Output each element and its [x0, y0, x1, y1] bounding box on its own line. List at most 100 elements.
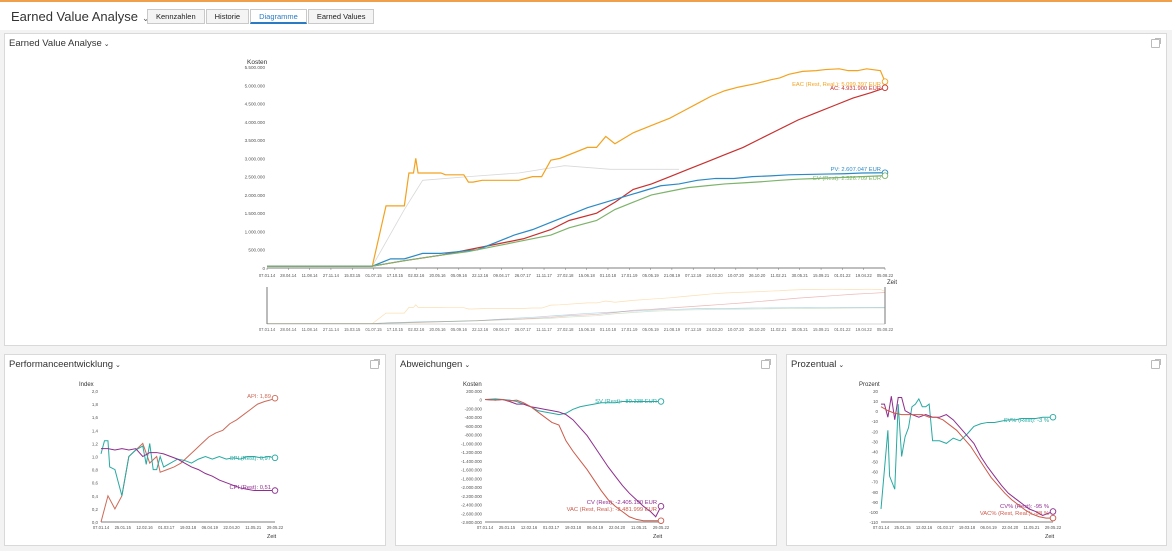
x-tick-label: 27.02.18 [557, 273, 574, 278]
x-tick-label: 17.01.19 [621, 273, 638, 278]
x-tick-label: 01.10.18 [600, 273, 617, 278]
x-tick-label: 15.06.18 [578, 273, 595, 278]
x-tick-label: 12.02.16 [916, 525, 933, 530]
x-tick-label: 01.03.17 [937, 525, 954, 530]
navigator-tick-label: 30.05.21 [792, 327, 809, 332]
x-tick-label: 07.12.19 [685, 273, 702, 278]
series-line [267, 175, 886, 267]
series-label: CV (Rest): -2.405.190 EUR [587, 500, 657, 506]
y-tick-label: 500.000 [248, 248, 265, 253]
series-line [101, 448, 275, 492]
y-axis-title: Index [79, 382, 94, 388]
navigator-tick-label: 01.01.22 [834, 327, 851, 332]
navigator-tick-label: 05.08.22 [877, 327, 894, 332]
x-tick-label: 07.01.14 [93, 525, 110, 530]
navigator-tick-label: 20.05.16 [429, 327, 446, 332]
page-title[interactable]: Earned Value Analyse ⌄ [11, 9, 150, 24]
navigator-tick-label: 27.02.18 [557, 327, 574, 332]
y-tick-label: 1,2 [92, 441, 99, 446]
y-tick-label: 2.000.000 [245, 193, 266, 198]
navigator-tick-label: 24.03.20 [706, 327, 723, 332]
navigator-tick-label: 22.12.16 [472, 327, 489, 332]
navigator-tick-label: 11.11.17 [536, 327, 552, 332]
series-label: SV (Rest): -80.338 EUR [595, 399, 657, 405]
tab-kennzahlen[interactable]: Kennzahlen [147, 9, 205, 24]
series-end-marker [271, 487, 279, 494]
accent-top-line [0, 0, 1172, 2]
y-tick-label: 1.000.000 [245, 229, 266, 234]
series-line [880, 397, 1053, 509]
x-axis-title: Zeit [1045, 534, 1055, 540]
x-tick-label: 11.02.21 [770, 273, 787, 278]
navigator-tick-label: 11.02.21 [770, 327, 787, 332]
navigator-tick-label: 09.04.17 [493, 327, 510, 332]
x-tick-label: 22.04.20 [223, 525, 240, 530]
main-chart-panel: Earned Value Analyse ⌄ Kosten 0 500.000 1.00… [4, 33, 1167, 346]
navigator-tick-label: 19.04.22 [856, 327, 873, 332]
panel-title[interactable]: Abweichungen ⌄ [400, 359, 471, 370]
expand-icon[interactable] [1151, 38, 1161, 48]
y-tick-label: 1,8 [92, 402, 99, 407]
expand-icon[interactable] [370, 359, 380, 369]
x-tick-label: 07.01.14 [873, 525, 890, 530]
panel-title[interactable]: Performanceentwicklung ⌄ [9, 359, 121, 370]
x-tick-label: 06.04.19 [587, 525, 604, 530]
series-label: CV% (Rest): -95 % [1000, 504, 1049, 510]
chevron-down-icon: ⌄ [141, 13, 150, 23]
expand-icon[interactable] [1151, 359, 1161, 369]
x-tick-label: 24.03.20 [706, 273, 723, 278]
navigator-tick-label: 02.02.16 [408, 327, 425, 332]
navigator-tick-label: 26.10.20 [749, 327, 766, 332]
series-label: PV: 2.607.047 EUR [831, 167, 881, 173]
x-tick-label: 11.05.21 [1024, 525, 1041, 530]
x-tick-label: 06.04.19 [202, 525, 219, 530]
navigator-tick-label: 27.11.14 [323, 327, 340, 332]
y-tick-label: -10 [872, 419, 879, 424]
x-axis-title: Zeit [653, 534, 663, 540]
percent-panel: Prozentual ⌄ Prozent 20 10 0 -10 -20 -30 -40 -50 -… [786, 354, 1167, 546]
panel-title[interactable]: Prozentual ⌄ [791, 359, 845, 370]
navigator-tick-label: 17.01.19 [621, 327, 638, 332]
expand-icon[interactable] [761, 359, 771, 369]
x-tick-label: 15.09.21 [813, 273, 830, 278]
x-tick-label: 25.01.15 [894, 525, 911, 530]
y-tick-label: -2.200.000 [461, 494, 483, 499]
tab-historie[interactable]: Historie [205, 9, 250, 24]
navigator-tick-label: 15.03.15 [344, 327, 361, 332]
x-tick-label: 11.05.21 [631, 525, 648, 530]
navigator-tick-label: 15.06.18 [578, 327, 595, 332]
series-label: VAC% (Rest, Real.): -98 % [980, 511, 1049, 517]
series-end-marker [271, 394, 279, 402]
y-tick-label: 2.500.000 [245, 175, 266, 180]
navigator-tick-label: 21.08.19 [664, 327, 681, 332]
series-label: EAC (Rest, Real.): 5.099.397 EUR [792, 82, 881, 88]
x-tick-label: 11.08.14 [302, 273, 319, 278]
navigator-tick-label: 07.01.14 [259, 327, 276, 332]
y-tick-label: -100 [869, 510, 878, 515]
series-line [880, 406, 1053, 519]
x-tick-label: 12.02.16 [136, 525, 153, 530]
y-tick-label: 0,0 [92, 520, 99, 525]
y-tick-label: 10 [873, 399, 878, 404]
main-chart: Kosten 0 500.000 1.000.000 1.500.000 2.000.00… [245, 59, 898, 332]
tab-diagramme[interactable]: Diagramme [250, 9, 307, 24]
panel-title[interactable]: Earned Value Analyse ⌄ [9, 38, 110, 49]
y-tick-label: -2.000.000 [461, 485, 483, 490]
y-axis-title: Kosten [463, 382, 482, 388]
series-end-marker [657, 517, 665, 524]
navigator-series-line [267, 307, 886, 325]
navigator-tick-label: 01.07.15 [365, 327, 382, 332]
y-tick-label: -80 [872, 490, 879, 495]
series-line [267, 87, 886, 267]
tab-earned-values[interactable]: Earned Values [307, 9, 375, 24]
y-tick-label: -2.600.000 [461, 511, 483, 516]
series-label: VAC (Rest, Real.): -2.481.999 EUR [567, 507, 657, 513]
y-tick-label: 200.000 [466, 389, 482, 394]
series-line [484, 398, 661, 416]
navigator-tick-label: 10.07.20 [728, 327, 745, 332]
x-tick-label: 06.04.19 [980, 525, 997, 530]
chevron-down-icon: ⌄ [103, 41, 110, 48]
x-tick-label: 25.01.15 [499, 525, 516, 530]
x-tick-label: 09.04.17 [493, 273, 510, 278]
y-tick-label: 0 [480, 398, 483, 403]
